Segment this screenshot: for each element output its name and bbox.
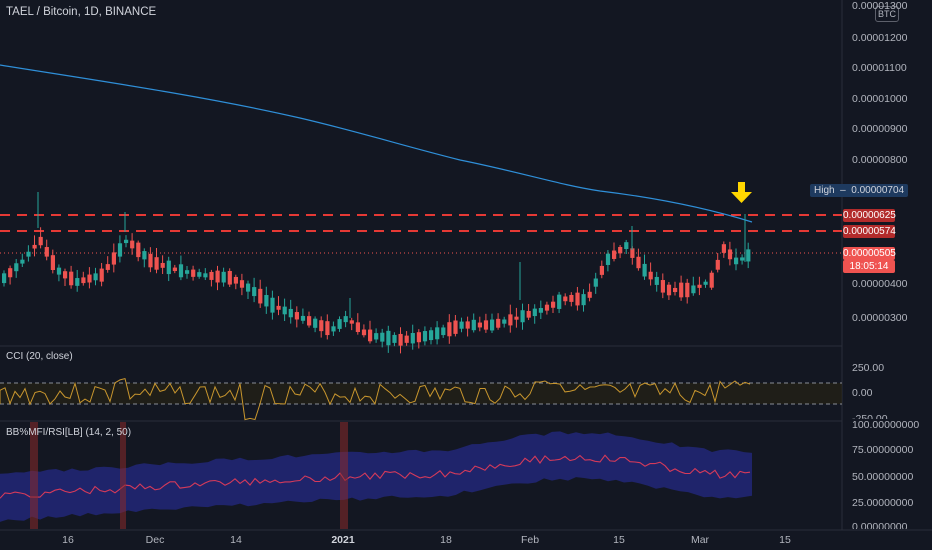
- price-axis-label: 0.00001200: [852, 32, 908, 44]
- time-axis-label: 16: [62, 534, 74, 546]
- price-axis-label: 0.00001100: [852, 62, 907, 74]
- time-axis-label: 2021: [331, 534, 355, 546]
- candlestick-series: [2, 192, 751, 354]
- bbmfi-axis-0: 0.00000000: [852, 521, 908, 529]
- symbol-title[interactable]: TAEL / Bitcoin, 1D, BINANCE: [6, 6, 157, 18]
- bbmfi-axis-100: 100.00000000: [852, 419, 920, 431]
- price-axis-label: 0.00001300: [852, 0, 908, 12]
- time-axis-label: 15: [613, 534, 625, 546]
- high-label: High – 0.00000704: [810, 184, 909, 197]
- bbmfi-axis-75: 75.00000000: [852, 444, 914, 456]
- level-label-574: 0.00000574: [843, 225, 896, 238]
- time-axis-label: Dec: [145, 534, 165, 546]
- price-axis-label: 0.00000400: [852, 278, 908, 290]
- cci-axis-250: 250.00: [852, 362, 885, 374]
- countdown-label: 18:05:14: [843, 260, 895, 273]
- level-label-625: 0.00000625: [843, 209, 896, 222]
- cci-line: [0, 377, 751, 421]
- cci-axis-0: 0.00: [852, 387, 873, 399]
- time-axis-label: Mar: [690, 534, 710, 546]
- price-axis-label: 0.00000900: [852, 123, 908, 135]
- cci-axis-neg250: -250.00: [852, 413, 888, 419]
- price-axis-label: 0.00000300: [852, 312, 908, 324]
- time-axis-label: 18: [440, 534, 452, 546]
- time-axis-label: 14: [230, 534, 242, 546]
- bbmfi-axis-25: 25.00000000: [852, 497, 914, 509]
- bollinger-band: [0, 431, 752, 522]
- time-axis-label: Feb: [520, 534, 540, 546]
- bbmfi-axis-50: 50.00000000: [852, 471, 914, 483]
- currency-button[interactable]: BTC: [875, 6, 899, 22]
- price-axis-label: 0.00001000: [852, 93, 908, 105]
- bbmfi-title[interactable]: BB%MFI/RSI[LB] (14, 2, 50): [6, 427, 132, 438]
- last-price-label: 0.00000505: [843, 247, 896, 260]
- cci-title[interactable]: CCI (20, close): [6, 351, 73, 362]
- time-axis-label: 15: [779, 534, 791, 546]
- moving-average-line: [0, 64, 753, 223]
- down-arrow-icon: [731, 182, 752, 203]
- price-axis-label: 0.00000800: [852, 154, 908, 166]
- mfi-highlight-bars: [30, 422, 348, 529]
